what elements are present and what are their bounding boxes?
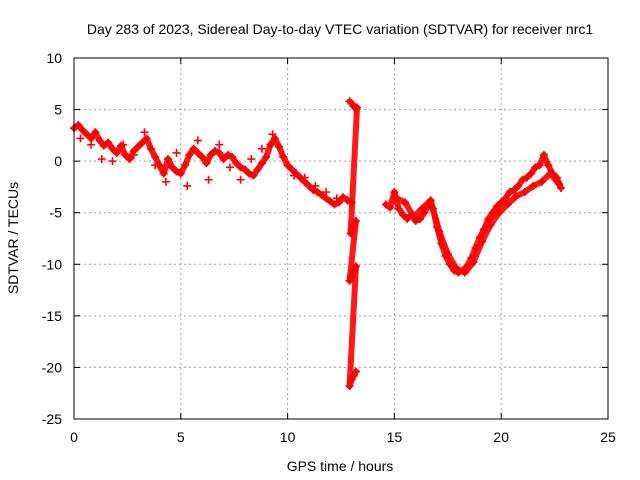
plot-frame [73, 57, 609, 420]
data-point [290, 171, 299, 180]
data-point [257, 144, 266, 153]
data-point [215, 140, 224, 149]
y-tick-label: 10 [46, 50, 62, 66]
data-point [225, 163, 234, 172]
y-tick-label: -5 [50, 205, 63, 221]
y-tick-label: -20 [42, 359, 62, 375]
data-point [204, 175, 213, 184]
data-point [247, 155, 256, 164]
x-axis-label: GPS time / hours [287, 458, 394, 474]
x-tick-label: 0 [70, 429, 78, 445]
data-point [554, 179, 563, 188]
trace-segment [478, 222, 494, 245]
data-point [140, 128, 149, 137]
data-point [279, 153, 288, 162]
trace-segment [346, 217, 359, 284]
data-point [183, 181, 192, 190]
data-point [193, 136, 202, 145]
data-point [151, 161, 160, 170]
data-point [108, 157, 117, 166]
grid [74, 58, 608, 419]
data-point [129, 150, 138, 159]
y-axis-label: SDTVAR / TECUs [5, 182, 21, 294]
chart-title: Day 283 of 2023, Sidereal Day-to-day VTE… [87, 21, 593, 37]
y-tick-label: 0 [54, 153, 62, 169]
axis-ticks [73, 57, 609, 420]
y-tick-label: 5 [54, 102, 62, 118]
data-point [300, 173, 309, 182]
trace-segment [346, 263, 359, 389]
trace-segment [436, 228, 451, 257]
y-tick-label: -15 [42, 308, 62, 324]
data-point [76, 134, 85, 143]
trace-segment [547, 170, 562, 187]
x-tick-label: 20 [493, 429, 509, 445]
trace-segment [427, 197, 443, 235]
data-point [172, 148, 181, 157]
x-tick-label: 15 [387, 429, 403, 445]
data-point [332, 194, 341, 203]
data-point [97, 155, 106, 164]
x-tick-labels: 0 5 10 15 20 25 [70, 429, 616, 445]
data-point [311, 181, 320, 190]
trace-segment [470, 238, 485, 266]
data-points [70, 97, 566, 390]
x-tick-label: 10 [280, 429, 296, 445]
y-tick-label: -25 [42, 411, 62, 427]
data-point [161, 177, 170, 186]
data-point [268, 130, 277, 139]
x-tick-label: 5 [177, 429, 185, 445]
trace-segment [347, 104, 361, 237]
data-point [119, 140, 128, 149]
data-point [351, 367, 360, 376]
y-tick-label: -10 [42, 256, 62, 272]
data-point [322, 188, 331, 197]
y-tick-labels: -25 -20 -15 -10 -5 0 5 10 [42, 50, 62, 427]
data-point [236, 175, 245, 184]
data-point [87, 140, 96, 149]
x-tick-label: 25 [600, 429, 616, 445]
